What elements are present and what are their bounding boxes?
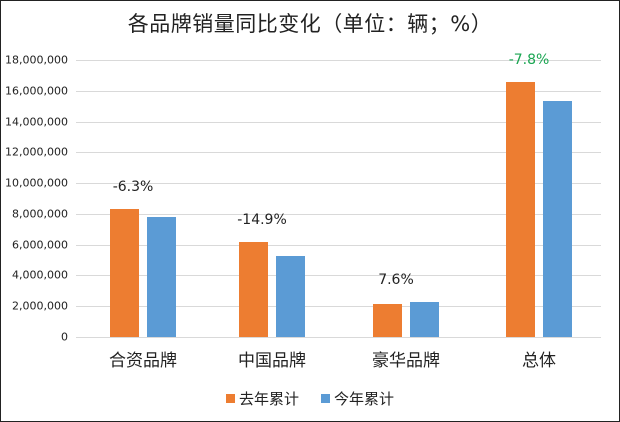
bar-prev <box>110 208 139 337</box>
bar-prev <box>373 304 402 337</box>
gridline <box>76 152 601 153</box>
data-label: -14.9% <box>237 212 287 229</box>
gridline <box>76 214 601 215</box>
x-category-label: 总体 <box>522 351 556 371</box>
data-label: -6.3% <box>112 178 154 195</box>
gridline <box>76 337 601 338</box>
data-label: 7.6% <box>378 271 414 288</box>
x-category-label: 中国品牌 <box>238 351 306 371</box>
gridline <box>76 60 601 61</box>
bar-curr <box>410 301 439 337</box>
y-tick-label: 0 <box>61 330 68 344</box>
legend-item-curr: 今年累计 <box>321 388 394 409</box>
legend-swatch-orange <box>225 394 235 403</box>
y-tick-label: 2,000,000 <box>12 299 68 313</box>
y-tick-label: 12,000,000 <box>5 145 68 159</box>
bar-prev <box>239 242 268 337</box>
gridline <box>76 183 601 184</box>
gridline <box>76 91 601 92</box>
y-tick-label: 4,000,000 <box>12 268 68 282</box>
chart-title: 各品牌销量同比变化（单位：辆；%） <box>127 12 493 36</box>
y-tick-label: 18,000,000 <box>5 53 68 67</box>
bar-curr <box>543 101 572 337</box>
bar-prev <box>506 82 535 337</box>
legend-item-prev: 去年累计 <box>225 388 299 409</box>
gridline <box>76 275 601 276</box>
gridline <box>76 245 601 246</box>
legend-label-prev: 去年累计 <box>238 390 299 408</box>
y-tick-label: 6,000,000 <box>12 238 68 252</box>
legend-swatch-blue <box>321 394 330 403</box>
x-category-label: 豪华品牌 <box>372 351 440 371</box>
y-tick-label: 10,000,000 <box>5 176 68 190</box>
gridline <box>76 122 601 123</box>
data-label: -7.8% <box>508 52 550 68</box>
bar-curr <box>276 256 305 337</box>
bar-curr <box>147 216 176 337</box>
y-tick-label: 16,000,000 <box>5 84 68 98</box>
y-tick-label: 14,000,000 <box>5 115 68 129</box>
legend-label-curr: 今年累计 <box>334 390 395 408</box>
y-tick-label: 8,000,000 <box>12 207 68 221</box>
gridline <box>76 306 601 307</box>
x-category-label: 合资品牌 <box>109 351 177 371</box>
legend: 去年累计 今年累计 <box>0 388 620 409</box>
